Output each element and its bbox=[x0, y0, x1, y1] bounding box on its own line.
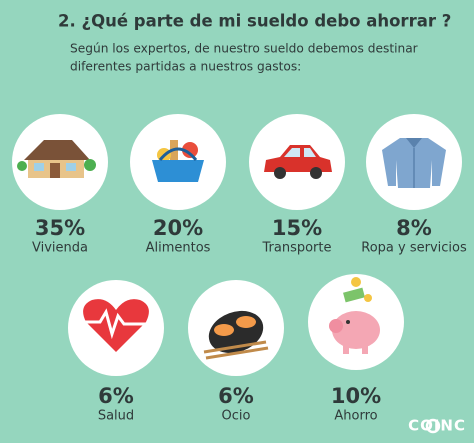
label: Ropa y servicios bbox=[361, 241, 467, 256]
label: Vivienda bbox=[32, 241, 88, 256]
logo-mark bbox=[425, 418, 441, 434]
house-icon bbox=[17, 140, 96, 178]
subtitle-line: Según los expertos, de nuestro sueldo de… bbox=[70, 42, 419, 56]
percent: 8% bbox=[396, 216, 432, 240]
label: Alimentos bbox=[146, 241, 211, 256]
percent: 10% bbox=[331, 384, 381, 408]
percent: 15% bbox=[272, 216, 322, 240]
basket-icon bbox=[152, 140, 204, 182]
heart-icon bbox=[83, 299, 149, 352]
label: Ocio bbox=[222, 409, 251, 424]
title: 2. ¿Qué parte de mi sueldo debo ahorrar … bbox=[58, 12, 451, 31]
shirt-icon bbox=[382, 138, 446, 188]
label: Salud bbox=[98, 409, 134, 424]
label: Transporte bbox=[262, 241, 332, 256]
percent: 20% bbox=[153, 216, 203, 240]
logo: COINC bbox=[408, 417, 466, 435]
percent: 6% bbox=[218, 384, 254, 408]
subtitle-line: diferentes partidas a nuestros gastos: bbox=[70, 60, 301, 74]
sushi-icon bbox=[203, 310, 269, 360]
piggy-icon bbox=[329, 277, 380, 354]
car-icon bbox=[264, 145, 332, 179]
percent: 35% bbox=[35, 216, 85, 240]
percent: 6% bbox=[98, 384, 134, 408]
label: Ahorro bbox=[334, 409, 377, 424]
